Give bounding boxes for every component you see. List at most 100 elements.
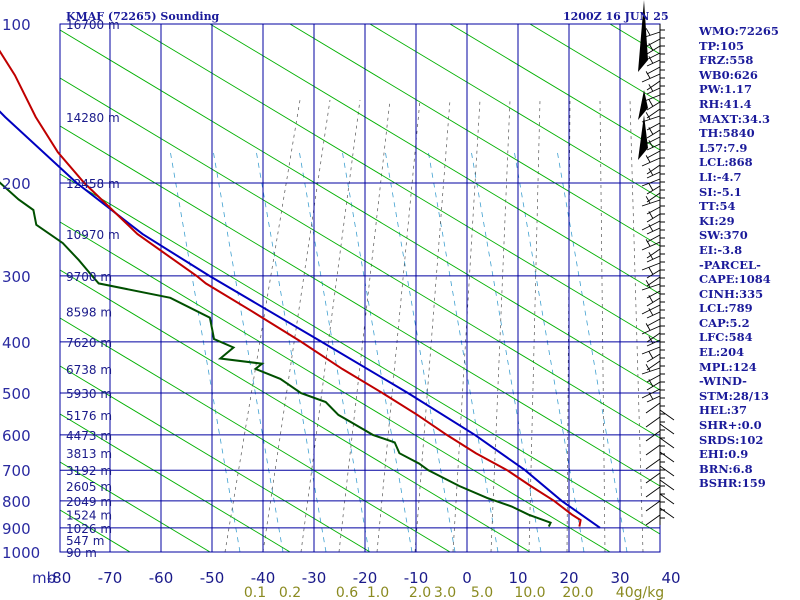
moist-adiabat-line xyxy=(490,99,511,553)
moist-adiabats xyxy=(224,99,644,553)
dry-adiabat-line xyxy=(369,23,661,199)
moist-adiabat-line xyxy=(300,99,361,553)
wind-barb xyxy=(646,80,661,91)
wind-barb xyxy=(646,129,661,139)
wind-barb-feather xyxy=(648,183,654,191)
moist-adiabat-line xyxy=(528,99,541,553)
index-item: TT:54 xyxy=(699,199,736,214)
dry-adiabat-line xyxy=(59,413,291,553)
pressure-tick-label: 500 xyxy=(2,385,31,403)
index-item: SHR+:0.0 xyxy=(699,418,762,433)
wind-barb xyxy=(646,227,661,235)
index-item: BSHR:159 xyxy=(699,476,766,491)
wind-barb xyxy=(641,325,661,335)
wind-barb xyxy=(645,402,661,414)
index-item: LFC:584 xyxy=(699,330,753,345)
wind-barb-feather xyxy=(645,239,651,247)
dry-adiabat-line xyxy=(59,77,661,439)
index-item: CINH:335 xyxy=(699,286,764,301)
wind-barb xyxy=(646,248,661,259)
mixing-ratio-tick-label: 0.6 xyxy=(336,585,358,600)
temperature-trace xyxy=(0,49,582,527)
wind-barb xyxy=(641,346,661,355)
dry-adiabat-line xyxy=(289,23,661,247)
wind-barb-feather xyxy=(648,168,654,176)
wind-barb-feather xyxy=(648,392,654,400)
wind-barb xyxy=(641,220,661,231)
wind-barb xyxy=(646,297,661,307)
temperature-tick-label: 20 xyxy=(559,569,578,587)
wind-barb xyxy=(659,423,675,435)
mixing-ratio-line xyxy=(341,149,413,553)
wind-barb xyxy=(641,367,661,375)
index-item: -WIND- xyxy=(699,374,747,389)
station-title: KMAF (72265) Sounding xyxy=(66,10,220,23)
mixing-ratio-line xyxy=(212,149,284,553)
isobar-grid xyxy=(59,23,661,553)
wind-barb xyxy=(641,199,661,207)
wind-barb xyxy=(646,45,661,55)
wind-barb xyxy=(646,164,661,175)
mixing-ratio-line xyxy=(169,149,241,553)
moist-adiabat-line xyxy=(262,99,331,553)
wind-barb-feather xyxy=(648,211,654,219)
mixing-ratio-line xyxy=(255,149,327,553)
wind-barb xyxy=(659,507,675,519)
mixing-ratio-line xyxy=(470,149,542,553)
pressure-tick-label: 800 xyxy=(2,493,31,511)
wind-barb xyxy=(646,192,661,203)
index-item: HEL:37 xyxy=(699,403,747,418)
wind-barb xyxy=(646,87,661,95)
mixing-ratio-tick-label: 1.0 xyxy=(367,585,389,600)
wind-barb xyxy=(646,374,661,383)
height-label: 90 m xyxy=(66,546,97,560)
wind-barb-feather xyxy=(648,336,654,344)
wind-barb xyxy=(641,115,661,123)
wind-barb-feather xyxy=(648,295,654,303)
height-label: 6738 m xyxy=(66,363,112,377)
wind-barb xyxy=(646,332,661,343)
index-item: EI:-3.8 xyxy=(699,242,743,257)
wind-barb xyxy=(646,59,661,67)
dry-adiabat-line xyxy=(209,23,661,295)
height-label: 10970 m xyxy=(66,228,120,242)
height-label: 7620 m xyxy=(66,336,112,350)
dry-adiabat-line xyxy=(59,29,661,391)
height-label: 12458 m xyxy=(66,177,120,191)
index-panel: WMO:72265 TP:105 FRZ:558 WB0:626 PW:1.17 RH:4… xyxy=(699,24,799,491)
valid-time: 1200Z 16 JUN 25 xyxy=(563,10,669,23)
wind-barb xyxy=(646,360,661,371)
wind-barb xyxy=(659,451,675,463)
wind-barb-feather xyxy=(648,252,654,260)
height-label: 14280 m xyxy=(66,111,120,125)
pressure-unit-label: mb xyxy=(32,569,56,587)
index-item: FRZ:558 xyxy=(699,53,754,68)
index-item: RH:41.4 xyxy=(699,96,752,111)
index-item: EL:204 xyxy=(699,345,745,360)
mixing-ratio-line xyxy=(556,149,628,553)
wind-barb xyxy=(646,395,661,403)
isotherm-grid xyxy=(109,24,621,552)
index-item: WMO:72265 xyxy=(699,24,779,38)
wind-barb-feather xyxy=(645,155,651,163)
height-label: 9700 m xyxy=(66,270,112,284)
pressure-tick-label: 1000 xyxy=(2,544,40,562)
height-label: 547 m xyxy=(66,534,104,548)
index-item: PW:1.17 xyxy=(699,82,753,97)
height-label: 2605 m xyxy=(66,480,112,494)
temperature-tick-label: -30 xyxy=(302,569,327,587)
height-label: 2049 m xyxy=(66,495,112,509)
mixing-ratio-line xyxy=(427,149,499,553)
index-item: LI:-4.7 xyxy=(699,169,742,184)
pressure-tick-label: 300 xyxy=(2,268,31,286)
wind-barb-feather xyxy=(648,140,654,148)
wind-barb-pennant xyxy=(638,115,648,160)
wind-barb xyxy=(646,150,661,159)
wind-barb-feather xyxy=(648,351,654,359)
wind-barbs xyxy=(638,0,675,526)
index-item: MPL:124 xyxy=(699,359,757,374)
wind-barb xyxy=(646,353,661,363)
wind-barb-feather xyxy=(648,84,654,92)
